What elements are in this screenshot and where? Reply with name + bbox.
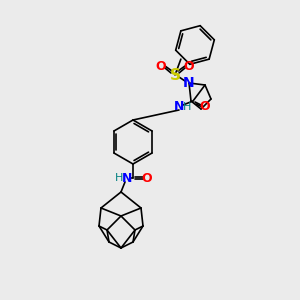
Text: N: N <box>174 100 184 113</box>
Text: H: H <box>183 102 191 112</box>
Text: O: O <box>142 172 152 184</box>
Text: O: O <box>184 61 194 74</box>
Text: N: N <box>183 76 195 90</box>
Text: O: O <box>200 100 210 113</box>
Text: N: N <box>122 172 132 184</box>
Text: H: H <box>115 173 123 183</box>
Text: S: S <box>169 68 181 82</box>
Text: O: O <box>156 61 166 74</box>
